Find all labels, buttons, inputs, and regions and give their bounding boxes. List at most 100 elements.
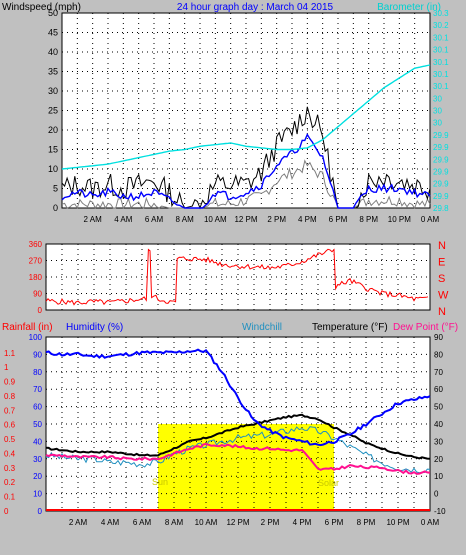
barometer-y-tick: 29.9 xyxy=(433,143,449,152)
direction-y-tick: 0 xyxy=(38,306,43,315)
humidity-x-tick: 6 PM xyxy=(325,518,344,527)
windchill-title: Windchill xyxy=(242,322,282,333)
compass-label: N xyxy=(438,240,446,252)
wind-y-tick: 5 xyxy=(53,184,58,194)
rainfall-y-tick: 0.1 xyxy=(4,493,16,502)
wind-x-tick: 2 AM xyxy=(84,215,103,224)
temperature-y-tick: 60 xyxy=(434,385,443,394)
wind-direction-line xyxy=(45,248,429,306)
wind-x-tick: 4 PM xyxy=(298,215,317,224)
humidity-y-tick: 20 xyxy=(33,472,42,481)
humidity-title: Humidity (%) xyxy=(66,322,123,333)
barometer-y-tick: 29.8 xyxy=(433,204,449,213)
humidity-y-tick: 90 xyxy=(33,350,42,359)
direction-y-ticks: 0 90 180 270 360 xyxy=(29,240,43,315)
sun-label: Sun xyxy=(152,477,168,487)
barometer-line xyxy=(61,64,431,170)
dewpoint-title: Dew Point (°F) xyxy=(393,322,458,333)
solar-fill xyxy=(158,424,334,511)
wind-y-tick: 15 xyxy=(48,145,58,155)
direction-y-tick: 360 xyxy=(29,240,43,249)
barometer-y-tick: 30.1 xyxy=(433,82,449,91)
wind-y-tick: 45 xyxy=(48,28,58,38)
temperature-y-tick: 90 xyxy=(434,333,443,342)
barometer-y-tick: 29.9 xyxy=(433,192,449,201)
wind-x-tick: 6 PM xyxy=(329,215,348,224)
barometer-y-tick: 29.9 xyxy=(433,131,449,140)
temperature-y-tick: 40 xyxy=(434,420,443,429)
humidity-grid xyxy=(46,337,430,511)
humidity-x-tick: 4 PM xyxy=(293,518,312,527)
barometer-y-tick: 29.9 xyxy=(433,155,449,164)
humidity-y-ticks: 0 10 20 30 40 50 60 70 80 90 100 xyxy=(29,333,43,516)
barometer-y-tick: 29.9 xyxy=(433,180,449,189)
barometer-y-tick: 30.1 xyxy=(433,33,449,42)
rainfall-title: Rainfall (in) xyxy=(2,322,53,333)
wind-y-tick: 25 xyxy=(48,106,58,116)
wind-y-tick: 0 xyxy=(53,203,58,213)
humidity-x-tick: 12 PM xyxy=(226,518,249,527)
temperature-title: Temperature (°F) xyxy=(312,322,388,333)
wind-avg-line xyxy=(61,132,431,209)
humidity-series xyxy=(45,348,431,511)
wind-series xyxy=(61,64,431,210)
compass-label: S xyxy=(438,273,445,285)
humidity-y-tick: 80 xyxy=(33,368,42,377)
barometer-y-tick: 30.2 xyxy=(433,21,449,30)
humidity-x-tick: 8 PM xyxy=(357,518,376,527)
barometer-y-tick: 30.3 xyxy=(433,9,449,18)
humidity-x-ticks: 2 AM 4 AM 6 AM 8 AM 10 AM 12 PM 2 PM 4 PM 6 PM 8 … xyxy=(69,518,440,527)
humidity-y-tick: 100 xyxy=(29,333,43,342)
humidity-y-tick: 50 xyxy=(33,420,42,429)
wind-gust-line xyxy=(61,106,431,210)
temperature-line xyxy=(45,413,431,460)
humidity-line xyxy=(45,348,431,447)
rainfall-y-tick: 0.2 xyxy=(4,478,16,487)
compass-label: N xyxy=(438,306,446,318)
solar-area xyxy=(158,424,334,511)
rainfall-y-tick: 0.3 xyxy=(4,464,16,473)
wind-y-ticks: 0 5 10 15 20 25 30 35 40 45 50 xyxy=(48,8,58,213)
humidity-y-tick: 10 xyxy=(33,490,42,499)
humidity-x-tick: 8 AM xyxy=(165,518,184,527)
wind-x-tick: 4 AM xyxy=(114,215,133,224)
wind-y-tick: 35 xyxy=(48,67,58,77)
barometer-y-tick: 30 xyxy=(433,119,442,128)
temperature-y-tick: 0 xyxy=(434,490,439,499)
barometer-y-tick: 29.9 xyxy=(433,167,449,176)
humidity-x-tick: 4 AM xyxy=(101,518,120,527)
wind-x-tick: 10 PM xyxy=(388,215,411,224)
temperature-y-tick: 70 xyxy=(434,368,443,377)
humidity-x-tick: 10 AM xyxy=(195,518,218,527)
humidity-x-tick: 0 AM xyxy=(421,518,440,527)
wind-y-tick: 40 xyxy=(48,47,58,57)
dewpoint-line xyxy=(45,442,431,475)
compass-label: E xyxy=(438,257,445,269)
direction-y-tick: 180 xyxy=(29,273,43,282)
rainfall-y-tick: 0.9 xyxy=(4,378,16,387)
wind-x-tick: 6 AM xyxy=(145,215,164,224)
wind-x-tick: 8 PM xyxy=(359,215,378,224)
humidity-y-tick: 60 xyxy=(33,403,42,412)
wind-x-tick: 2 PM xyxy=(267,215,286,224)
wind-min-line xyxy=(61,159,431,210)
humidity-x-tick: 2 PM xyxy=(261,518,280,527)
solar-label: Solar xyxy=(318,478,339,488)
wind-y-tick: 50 xyxy=(48,8,58,18)
humidity-x-tick: 10 PM xyxy=(386,518,409,527)
barometer-y-tick: 30 xyxy=(433,107,442,116)
humidity-y-tick: 70 xyxy=(33,385,42,394)
rainfall-y-tick: 0 xyxy=(4,507,9,516)
rainfall-y-tick: 1.1 xyxy=(4,349,16,358)
wind-x-ticks: 2 AM 4 AM 6 AM 8 AM 10 AM 12 PM 2 PM 4 PM 6 PM 8 … xyxy=(84,215,440,224)
wind-x-tick: 10 AM xyxy=(204,215,227,224)
compass-label: W xyxy=(438,290,449,302)
rainfall-y-ticks: 0 0.1 0.2 0.3 0.4 0.5 0.6 0.7 0.8 0.9 1 1.1 xyxy=(4,349,16,516)
wind-x-tick: 8 AM xyxy=(176,215,195,224)
graph-day-title: 24 hour graph day : March 04 2015 xyxy=(177,2,334,13)
temperature-y-tick: 20 xyxy=(434,455,443,464)
temperature-y-tick: -10 xyxy=(434,507,446,516)
humidity-y-tick: 30 xyxy=(33,455,42,464)
temperature-y-tick: 10 xyxy=(434,472,443,481)
